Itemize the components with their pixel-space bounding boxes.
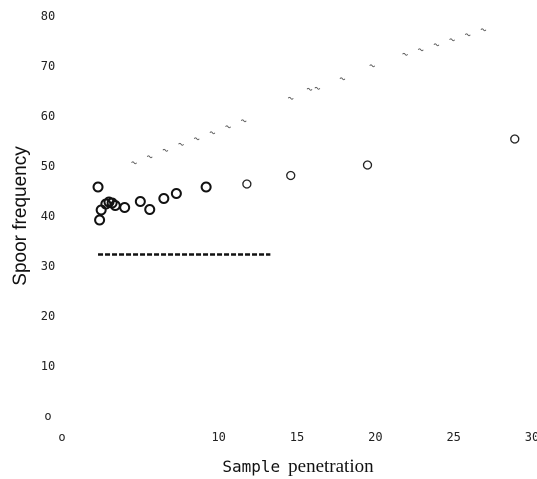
tilde-marker [209,131,216,135]
tilde-marker [480,28,487,32]
data-point [92,181,104,193]
tilde-marker [306,87,313,91]
data-point [134,196,146,207]
data-point [144,204,156,215]
tilde-marker [146,155,153,159]
data-point [286,170,296,181]
y-tick-label: 50 [41,159,55,173]
x-axis-title-part1: Sample [222,457,280,476]
x-tick-label: o [58,430,65,444]
x-tick-label: 10 [211,430,225,444]
tilde-marker [131,161,137,165]
x-axis-ticks: o 10 15 20 25 30 [58,430,537,444]
y-tick-label: 30 [41,259,55,273]
y-tick-label: 10 [41,359,55,373]
x-tick-label: 30 [525,430,537,444]
data-point [510,134,520,144]
x-tick-label: 25 [446,430,460,444]
tilde-marker [193,137,200,141]
tilde-marker [339,77,346,81]
tilde-marker [240,119,247,123]
data-point [242,179,252,189]
tilde-marker [314,86,321,90]
data-point [119,202,131,213]
x-tick-label: 20 [368,430,382,444]
x-axis-title: Sample penetration [222,456,374,477]
y-tick-label: 60 [41,109,55,123]
y-tick-label: o [44,409,51,423]
tilde-marker [449,38,455,42]
data-point [158,193,170,204]
tilde-marker [369,64,376,68]
tilde-marker [417,48,424,52]
tilde-marker [162,148,169,152]
data-point [362,160,373,170]
tilde-marker [225,125,231,129]
y-axis-title: Spoor frequency [10,146,31,286]
tilde-marker [287,96,294,100]
data-point [94,214,106,226]
y-tick-label: 80 [41,9,55,23]
tilde-marker [402,52,408,56]
y-axis-ticks: o 10 20 30 40 50 60 70 80 [41,9,55,423]
x-axis-title-part2: penetration [288,456,374,477]
tilde-marker [178,142,184,146]
y-tick-label: 40 [41,209,55,223]
tilde-marker [433,43,440,47]
data-point [200,181,212,193]
x-tick-label: 15 [290,430,304,444]
data-points [92,28,520,226]
data-point [170,188,182,199]
y-tick-label: 20 [41,309,55,323]
tilde-marker [464,33,471,37]
y-tick-label: 70 [41,59,55,73]
